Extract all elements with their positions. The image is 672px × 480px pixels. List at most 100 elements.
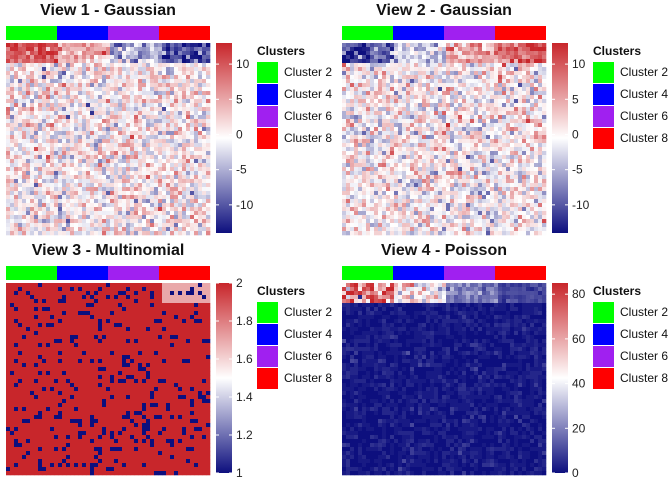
heatmap-cell <box>54 203 59 208</box>
heatmap-cell <box>126 163 131 168</box>
heatmap-cell <box>382 151 387 156</box>
heatmap-cell <box>346 187 351 192</box>
heatmap-cell <box>486 147 491 152</box>
heatmap-cell <box>74 183 79 188</box>
heatmap-cell <box>518 175 523 180</box>
summary-cell <box>454 55 459 60</box>
heatmap-cell <box>522 215 527 220</box>
heatmap-cell <box>14 139 19 144</box>
heatmap-cell <box>82 63 87 68</box>
summary-cell <box>494 43 499 48</box>
heatmap-cell <box>106 71 111 76</box>
heatmap-cell <box>146 95 151 100</box>
heatmap-cell <box>74 163 79 168</box>
heatmap-cell <box>118 167 123 172</box>
heatmap-cell <box>494 191 499 196</box>
heatmap-cell <box>6 183 11 188</box>
summary-cell <box>82 43 87 48</box>
heatmap-cell <box>86 183 91 188</box>
heatmap-cell <box>26 131 31 136</box>
heatmap-cell <box>46 159 51 164</box>
heatmap-cell <box>494 67 499 72</box>
heatmap-cell <box>26 147 31 152</box>
heatmap-cell <box>422 159 427 164</box>
heatmap-cell <box>346 63 351 68</box>
heatmap-cell <box>206 199 211 204</box>
heatmap-cell <box>90 191 95 196</box>
summary-cell <box>502 47 507 52</box>
heatmap-cell <box>34 195 39 200</box>
heatmap-cell <box>158 183 163 188</box>
heatmap-cell <box>138 163 143 168</box>
heatmap-cell <box>454 183 459 188</box>
heatmap-cell <box>10 167 15 172</box>
heatmap-cell <box>134 123 139 128</box>
heatmap-cell <box>522 147 527 152</box>
heatmap-cell <box>146 87 151 92</box>
heatmap-cell <box>346 111 351 116</box>
heatmap-cell <box>182 171 187 176</box>
heatmap-cell <box>422 143 427 148</box>
heatmap-cell <box>382 223 387 228</box>
heatmap-cell <box>502 211 507 216</box>
heatmap-cell <box>354 207 359 212</box>
heatmap-cell <box>458 87 463 92</box>
summary-cell <box>370 51 375 56</box>
heatmap-cell <box>498 203 503 208</box>
heatmap-cell <box>38 139 43 144</box>
heatmap-cell <box>190 67 195 72</box>
heatmap-cell <box>154 75 159 80</box>
heatmap-cell <box>86 107 91 112</box>
heatmap-cell <box>114 127 119 132</box>
heatmap-cell <box>534 87 539 92</box>
heatmap-cell <box>86 155 91 160</box>
heatmap-cell <box>186 119 191 124</box>
summary-cell <box>10 47 15 52</box>
heatmap-cell <box>438 147 443 152</box>
heatmap-cell <box>406 75 411 80</box>
heatmap-cell <box>162 119 167 124</box>
heatmap-cell <box>90 139 95 144</box>
heatmap-cell <box>90 167 95 172</box>
heatmap-cell <box>62 135 67 140</box>
heatmap-cell <box>126 187 131 192</box>
heatmap-cell <box>142 179 147 184</box>
heatmap-cell <box>46 115 51 120</box>
heatmap-cell <box>522 123 527 128</box>
heatmap-cell <box>466 107 471 112</box>
heatmap-cell <box>442 159 447 164</box>
heatmap-cell <box>370 127 375 132</box>
heatmap-cell <box>54 131 59 136</box>
heatmap-cell <box>54 147 59 152</box>
heatmap-cell <box>522 199 527 204</box>
heatmap-cell <box>502 223 507 228</box>
heatmap-cell <box>374 183 379 188</box>
heatmap-cell <box>502 79 507 84</box>
heatmap-cell <box>354 219 359 224</box>
heatmap-cell <box>414 127 419 132</box>
heatmap-cell <box>198 95 203 100</box>
heatmap-cell <box>434 227 439 232</box>
heatmap-cell <box>50 195 55 200</box>
heatmap-cell <box>50 147 55 152</box>
heatmap-cell <box>462 219 467 224</box>
heatmap-cell <box>146 135 151 140</box>
heatmap-cell <box>202 119 207 124</box>
heatmap-cell <box>38 111 43 116</box>
heatmap-cell <box>182 123 187 128</box>
heatmap-cell <box>14 187 19 192</box>
heatmap-cell <box>398 111 403 116</box>
heatmap-cell <box>486 75 491 80</box>
heatmap-cell <box>202 147 207 152</box>
heatmap-cell <box>506 131 511 136</box>
heatmap-cell <box>34 63 39 68</box>
heatmap-cell <box>454 223 459 228</box>
heatmap-cell <box>198 119 203 124</box>
heatmap-cell <box>98 215 103 220</box>
heatmap-cell <box>414 179 419 184</box>
heatmap-cell <box>74 227 79 232</box>
heatmap-cell <box>98 207 103 212</box>
heatmap-cell <box>78 79 83 84</box>
heatmap-cell <box>382 231 387 236</box>
heatmap-cell <box>54 63 59 68</box>
